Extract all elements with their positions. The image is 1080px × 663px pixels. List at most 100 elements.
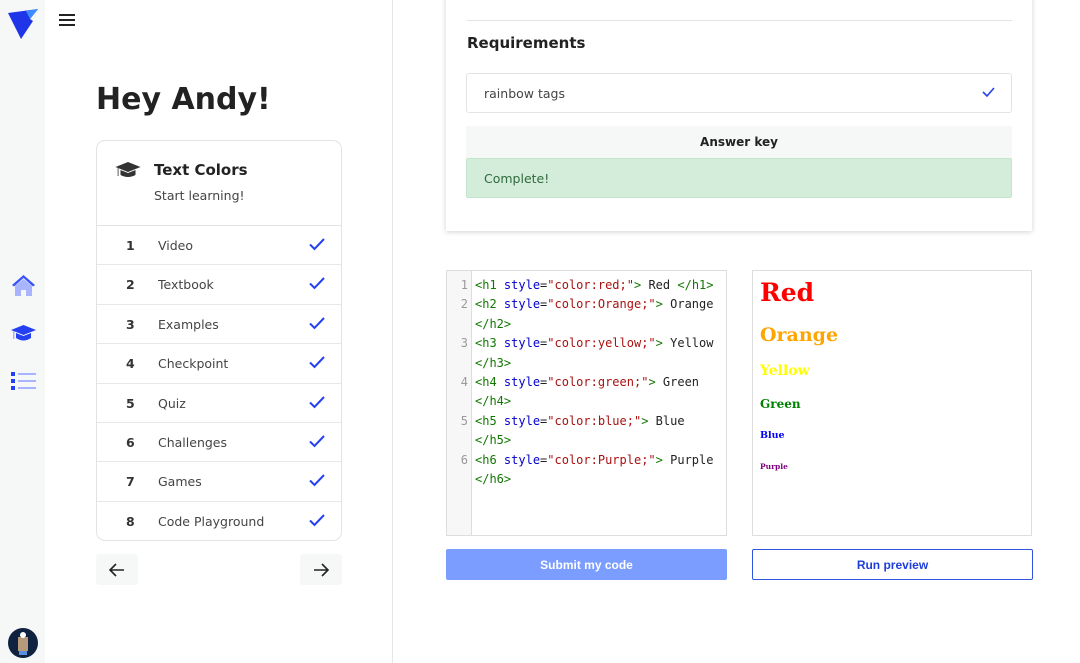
step-row[interactable]: 8 Code Playground	[97, 502, 341, 540]
next-button[interactable]	[300, 554, 342, 585]
arrow-right-icon	[314, 562, 329, 577]
code-token-txt	[497, 336, 504, 350]
code-line: 5 <h5 style="color:blue;"> Blue </h5>	[461, 412, 722, 451]
check-icon	[309, 277, 325, 290]
code-token-tag: <h3	[475, 336, 497, 351]
code-token-txt: =	[540, 413, 548, 428]
code-token-tag: >	[633, 278, 642, 292]
course-card: Text Colors Start learning! 1 Video 2 Textb…	[96, 140, 342, 541]
hamburger-menu-icon[interactable]	[59, 14, 75, 29]
step-row[interactable]: 6 Challenges	[97, 423, 341, 463]
step-row[interactable]: 3 Examples	[97, 305, 341, 345]
check-icon	[309, 435, 325, 448]
step-number: 5	[126, 395, 135, 411]
code-token-txt	[497, 375, 504, 389]
code-token-tag: </h6>	[475, 472, 512, 487]
code-token-attr: style	[503, 452, 541, 467]
preview-heading-5: Blue	[760, 430, 785, 441]
line-number: 2	[460, 297, 468, 312]
line-number: 3	[460, 336, 468, 351]
step-label: Games	[158, 474, 202, 490]
preview-heading-4: Green	[760, 397, 801, 411]
course-title: Text Colors	[154, 161, 248, 179]
step-number: 3	[126, 316, 135, 332]
code-text: Orange	[670, 297, 714, 312]
code-line: 1 <h1 style="color:red;"> Red </h1>	[461, 276, 722, 295]
code-token-tag: >	[655, 336, 663, 351]
code-token-attr: style	[503, 336, 541, 351]
graduation-cap-icon[interactable]	[11, 324, 36, 344]
code-token-val: "color:yellow;"	[547, 336, 656, 351]
step-row[interactable]: 5 Quiz	[97, 384, 341, 423]
step-label: Checkpoint	[158, 356, 229, 372]
step-row[interactable]: 7 Games	[97, 462, 341, 502]
requirements-title: Requirements	[467, 34, 586, 52]
code-token-val: "color:Purple;"	[547, 452, 656, 467]
code-token-val: "color:green;"	[547, 375, 649, 390]
code-token-txt: =	[540, 278, 548, 292]
check-icon	[982, 87, 995, 97]
step-row[interactable]: 1 Video	[97, 226, 341, 266]
code-token-attr: style	[503, 297, 541, 312]
run-preview-button[interactable]: Run preview	[752, 549, 1033, 580]
code-text: Blue	[655, 413, 685, 428]
home-icon[interactable]	[11, 274, 36, 297]
step-row[interactable]: 2 Textbook	[97, 265, 341, 305]
step-label: Examples	[158, 316, 219, 332]
divider	[467, 20, 1012, 21]
code-editor[interactable]: 1 <h1 style="color:red;"> Red </h1> 2 <h2 s…	[446, 270, 727, 536]
sidebar	[0, 0, 45, 663]
code-text: Green	[662, 375, 700, 390]
check-icon	[309, 317, 325, 330]
step-label: Code Playground	[158, 513, 265, 529]
code-token-txt	[497, 414, 504, 428]
code-token-tag: >	[655, 297, 663, 312]
list-icon[interactable]	[11, 371, 36, 391]
code-text: Red	[648, 278, 671, 292]
code-token-val: "color:red;"	[547, 278, 634, 292]
code-token-attr: style	[503, 375, 541, 390]
requirement-label: rainbow tags	[484, 86, 565, 101]
previous-button[interactable]	[96, 554, 138, 585]
step-number: 4	[126, 356, 135, 372]
graduation-cap-icon	[115, 162, 141, 177]
code-token-txt	[497, 453, 504, 467]
code-token-tag: <h6	[475, 452, 497, 467]
step-label: Challenges	[158, 434, 228, 450]
step-label: Video	[158, 238, 194, 253]
code-token-tag: <h5	[475, 413, 497, 428]
code-token-tag: >	[641, 413, 649, 428]
code-token-txt: =	[540, 375, 548, 390]
avatar[interactable]	[8, 628, 38, 658]
check-icon	[309, 395, 325, 408]
step-number: 1	[126, 238, 135, 253]
line-number: 5	[460, 413, 468, 428]
logo-icon[interactable]	[8, 9, 38, 39]
step-number: 6	[126, 434, 135, 450]
preview-pane: Red Orange Yellow Green Blue Purple	[752, 270, 1032, 536]
line-number: 4	[460, 375, 468, 390]
course-panel: Hey Andy! Text Colors Start learning! 1 V…	[45, 0, 393, 663]
requirements-card: Requirements rainbow tags Answer key Com…	[446, 0, 1032, 231]
code-token-tag: </h2>	[475, 316, 512, 331]
course-subtitle: Start learning!	[154, 188, 245, 203]
code-token-attr: style	[503, 278, 541, 292]
greeting: Hey Andy!	[96, 82, 271, 117]
code-token-txt: =	[540, 452, 548, 467]
check-icon	[309, 356, 325, 369]
code-token-tag: </h5>	[475, 433, 512, 448]
code-token-txt	[656, 375, 663, 389]
code-token-tag: >	[655, 452, 663, 467]
code-token-txt: =	[540, 336, 548, 351]
code-token-txt	[648, 414, 655, 428]
code-token-tag: </h3>	[475, 355, 512, 370]
arrow-left-icon	[109, 562, 124, 577]
check-icon	[309, 238, 325, 251]
code-token-tag: <h2	[475, 297, 497, 312]
step-label: Textbook	[158, 277, 214, 293]
preview-heading-1: Red	[760, 278, 815, 307]
step-row[interactable]: 4 Checkpoint	[97, 344, 341, 384]
code-token-txt	[497, 297, 504, 311]
answer-key-button[interactable]: Answer key	[466, 126, 1012, 158]
submit-code-button[interactable]: Submit my code	[446, 549, 727, 580]
